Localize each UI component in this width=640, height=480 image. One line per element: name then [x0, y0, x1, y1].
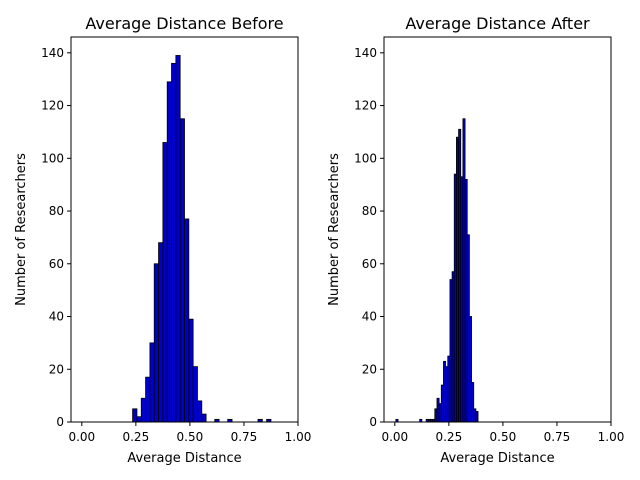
- y-tick-label: 20: [362, 362, 377, 376]
- histogram-bar: [140, 397, 146, 423]
- histogram-before: 0.00 0.25 0.50 0.75 1.00 0 20 40 60 80 100 120 140 Av…: [14, 14, 311, 466]
- y-tick-label: 80: [49, 204, 64, 218]
- y-tick-label: 0: [369, 415, 377, 429]
- y-tick-label: 60: [362, 257, 377, 271]
- y-tick-label: 20: [49, 362, 64, 376]
- histogram-bar: [179, 118, 185, 423]
- y-tick-label: 140: [354, 46, 377, 60]
- y-axis-label: Number of Researchers: [14, 153, 29, 306]
- y-axis-label: Number of Researchers: [327, 153, 342, 306]
- x-axis-label: Average Distance: [440, 451, 554, 466]
- histogram-bar: [188, 318, 194, 423]
- histogram-bar: [184, 218, 190, 423]
- histogram-bar: [475, 411, 479, 423]
- plot-frame: [383, 36, 612, 423]
- histogram-bar: [166, 81, 172, 423]
- x-tick-label: 1.00: [285, 430, 312, 444]
- y-tick-label: 120: [354, 99, 377, 113]
- plot-frame: [70, 36, 299, 423]
- histogram-bar: [158, 242, 164, 423]
- histogram-bar: [149, 342, 155, 423]
- x-tick-label: 1.00: [598, 430, 625, 444]
- x-axis-label: Average Distance: [127, 451, 241, 466]
- x-tick-label: 0.50: [490, 430, 517, 444]
- histogram-bar: [153, 263, 159, 423]
- y-tick-label: 60: [49, 257, 64, 271]
- histogram-bar: [197, 400, 203, 423]
- y-tick-label: 100: [354, 151, 377, 165]
- histogram-bar: [136, 416, 142, 423]
- y-tick-label: 80: [362, 204, 377, 218]
- y-tick-label: 40: [49, 310, 64, 324]
- histogram-after: 0.00 0.25 0.50 0.75 1.00 0 20 40 60 80 100 120 140 Av…: [327, 14, 624, 466]
- x-tick-label: 0.50: [177, 430, 204, 444]
- histogram-bar: [145, 376, 151, 423]
- histogram-bar: [175, 55, 181, 423]
- histogram-bar: [201, 413, 207, 423]
- y-tick-label: 0: [56, 415, 64, 429]
- histogram-bar: [192, 366, 198, 423]
- histogram-bar: [132, 408, 138, 423]
- y-tick-label: 120: [41, 99, 64, 113]
- x-tick-label: 0.75: [231, 430, 258, 444]
- y-tick-label: 100: [41, 151, 64, 165]
- x-tick-label: 0.00: [68, 430, 95, 444]
- histogram-bar: [171, 62, 177, 423]
- y-tick-label: 40: [362, 310, 377, 324]
- x-tick-label: 0.75: [544, 430, 571, 444]
- x-tick-label: 0.25: [122, 430, 149, 444]
- x-tick-label: 0.25: [435, 430, 462, 444]
- histogram-bar: [162, 142, 168, 423]
- chart-title: Average Distance After: [405, 14, 590, 33]
- y-tick-label: 140: [41, 46, 64, 60]
- x-tick-label: 0.00: [381, 430, 408, 444]
- chart-title: Average Distance Before: [85, 14, 283, 33]
